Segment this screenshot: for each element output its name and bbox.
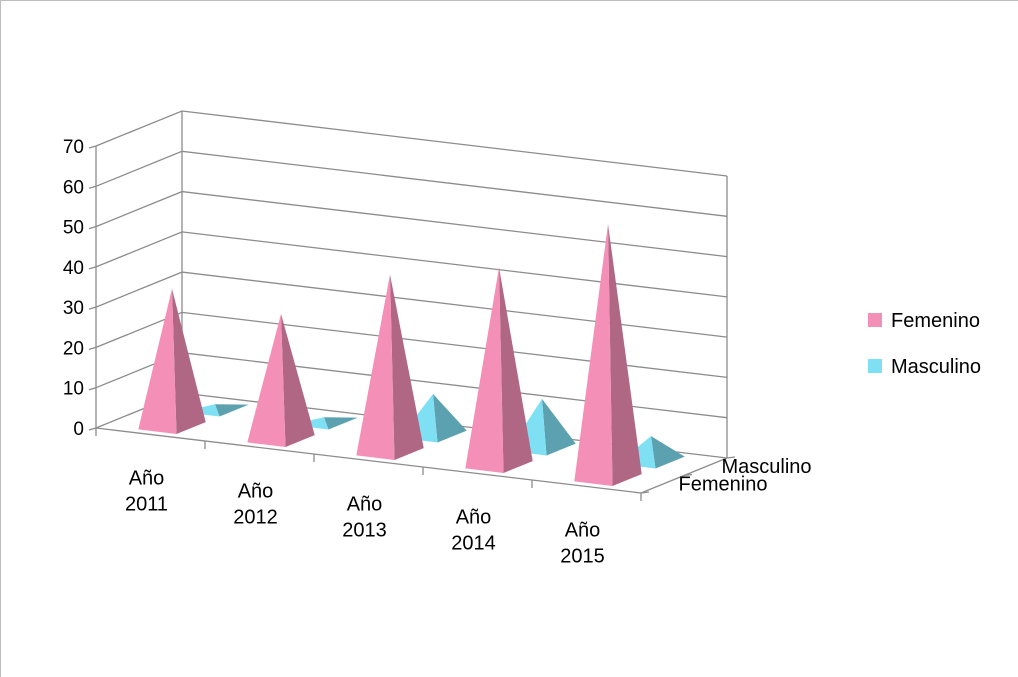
y-tick-label: 0 bbox=[73, 419, 84, 440]
depth-label: Masculino bbox=[722, 456, 812, 478]
y-tick-label: 20 bbox=[63, 338, 84, 359]
legend-item-femenino: Femenino bbox=[868, 310, 980, 332]
pyramid-femenino-1 bbox=[247, 313, 315, 447]
legend-swatch bbox=[868, 313, 882, 327]
pyramid-femenino-0 bbox=[138, 288, 206, 434]
y-tick-label: 70 bbox=[63, 137, 84, 158]
y-tick-mark bbox=[88, 266, 97, 270]
y-axis-ticks: 0 10 20 30 40 50 60 70 bbox=[63, 137, 97, 440]
pyramid-femenino-2 bbox=[356, 274, 424, 460]
depth-tick-mark bbox=[640, 491, 650, 494]
y-tick-mark bbox=[88, 346, 97, 351]
y-tick-mark bbox=[88, 185, 97, 189]
x-axis-line bbox=[95, 427, 642, 494]
gridline bbox=[95, 150, 728, 217]
legend-swatch bbox=[868, 359, 882, 373]
gridline bbox=[95, 110, 728, 177]
category-label: Año 2011 bbox=[125, 468, 168, 516]
y-tick-label: 10 bbox=[63, 379, 84, 400]
category-label: Año 2014 bbox=[451, 507, 496, 555]
legend-item-masculino: Masculino bbox=[868, 356, 981, 378]
pyramid-femenino-4 bbox=[574, 224, 642, 486]
gridline bbox=[95, 271, 728, 338]
y-tick-mark bbox=[88, 306, 97, 310]
legend: Femenino Masculino bbox=[868, 310, 981, 378]
depth-tick-mark bbox=[726, 456, 736, 459]
legend-label: Masculino bbox=[891, 356, 981, 378]
category-label: Año 2012 bbox=[233, 481, 278, 529]
gridline bbox=[95, 231, 728, 298]
depth-label: Femenino bbox=[679, 473, 768, 495]
x-axis-categories: Año 2011 Año 2012 Año 2013 Año 2014 Año 2015 bbox=[95, 428, 642, 568]
y-tick-label: 30 bbox=[63, 298, 84, 319]
category-label: Año 2015 bbox=[560, 520, 605, 568]
y-tick-mark bbox=[88, 427, 97, 431]
y-tick-label: 40 bbox=[63, 258, 84, 279]
category-label: Año 2013 bbox=[342, 494, 387, 542]
y-tick-mark bbox=[88, 387, 97, 391]
series-marks bbox=[138, 224, 685, 486]
pyramid-femenino-3 bbox=[465, 267, 533, 473]
depth-tick-mark bbox=[683, 473, 693, 477]
y-tick-label: 50 bbox=[63, 218, 84, 239]
y-tick-label: 60 bbox=[63, 177, 84, 198]
y-tick-mark bbox=[88, 225, 97, 230]
y-tick-mark bbox=[88, 145, 97, 149]
gridline bbox=[95, 190, 728, 258]
legend-label: Femenino bbox=[891, 310, 980, 332]
